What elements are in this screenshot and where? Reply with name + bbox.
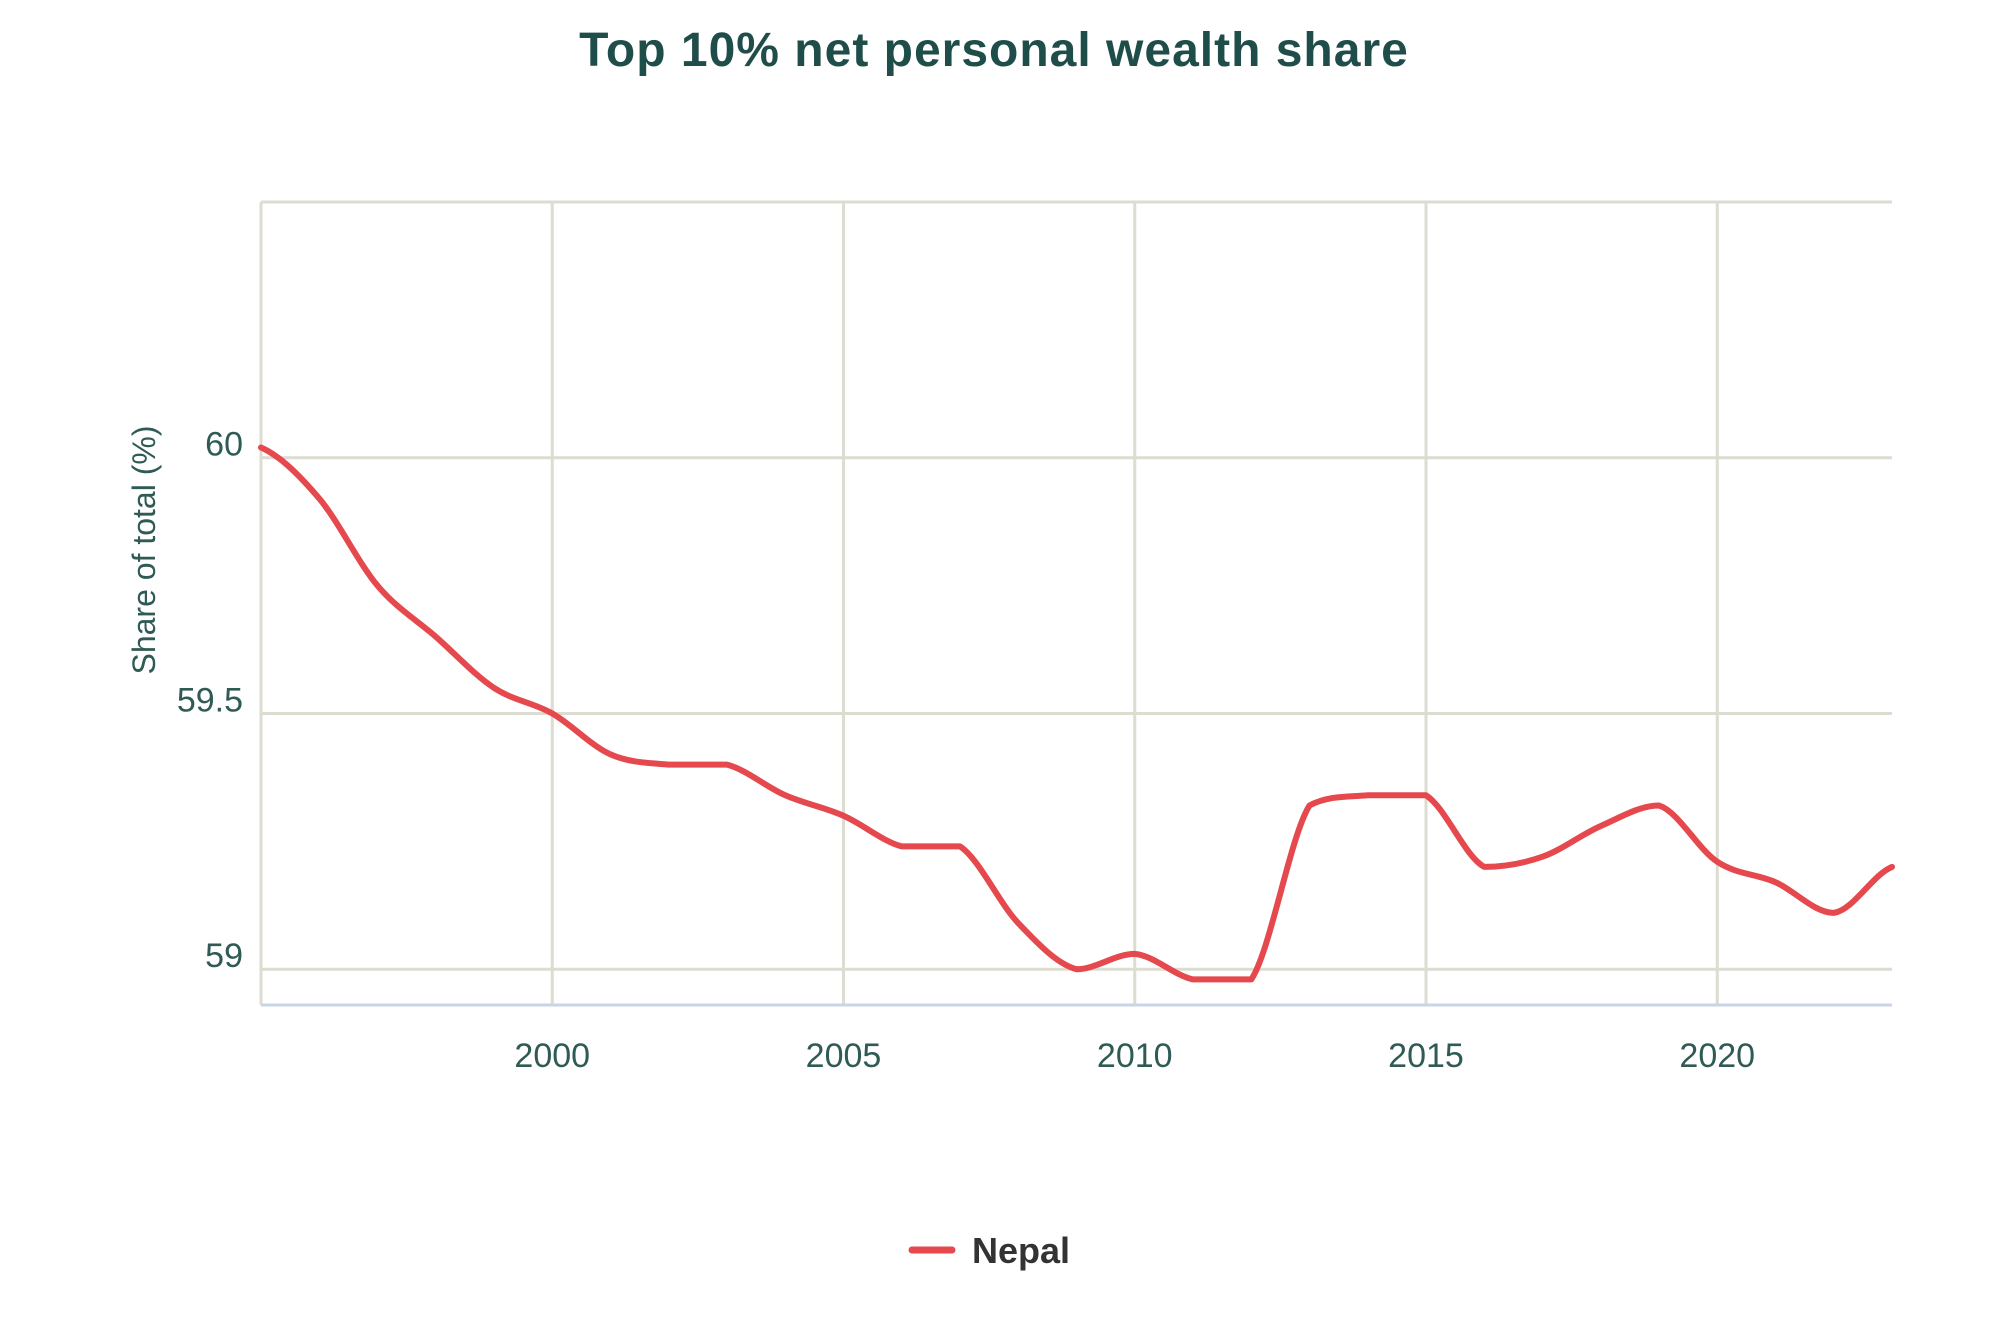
y-tick-label: 59 (205, 937, 243, 975)
x-tick-label: 2015 (1388, 1037, 1464, 1075)
legend[interactable]: Nepal (908, 1230, 1070, 1271)
x-tick-label: 2010 (1097, 1037, 1173, 1075)
y-axis-label: Share of total (%) (126, 426, 162, 675)
y-tick-label: 60 (205, 426, 243, 464)
chart-title: Top 10% net personal wealth share (579, 24, 1409, 77)
x-tick-label: 2020 (1679, 1037, 1755, 1075)
y-tick-label: 59.5 (177, 681, 243, 719)
legend-label-nepal: Nepal (972, 1230, 1070, 1271)
x-tick-label: 2000 (514, 1037, 590, 1075)
grid (259, 200, 1892, 1007)
series-line-nepal[interactable] (258, 444, 1895, 983)
x-tick-label: 2005 (806, 1037, 882, 1075)
axis-ticks: 2000 2005 2010 2015 2020 59 59.5 60 (177, 426, 1755, 1075)
series-layer (258, 444, 1895, 983)
